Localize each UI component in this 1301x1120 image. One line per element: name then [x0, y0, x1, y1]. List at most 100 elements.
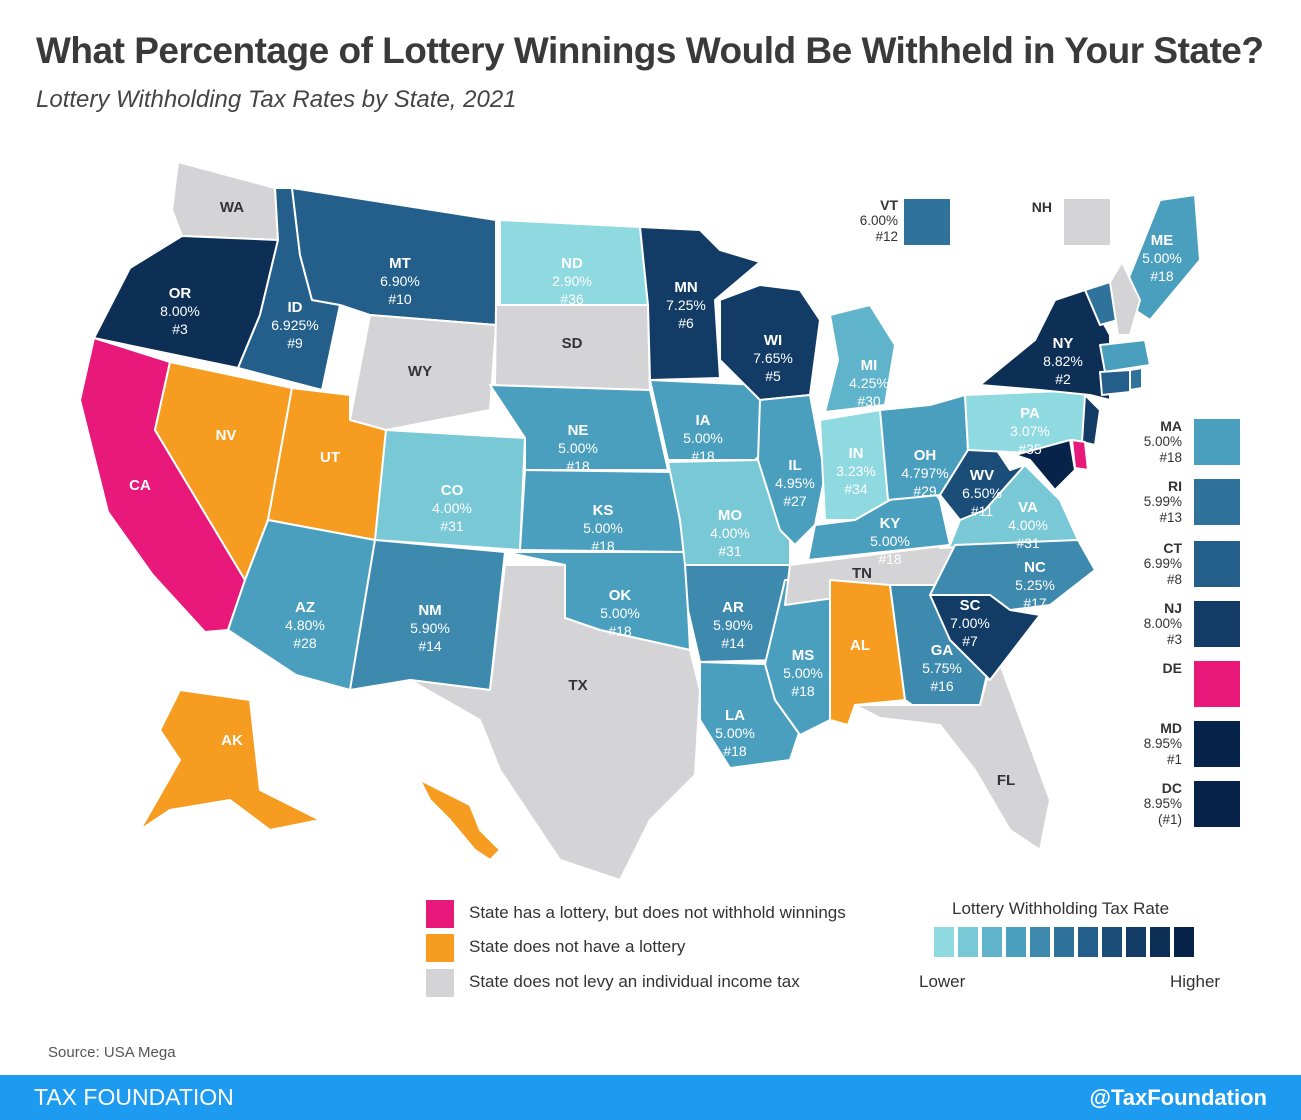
sidebar-line: 6.99% — [1143, 556, 1182, 571]
sidebar-swatch — [1194, 601, 1240, 647]
state-label-mo: MO 4.00% #31 — [710, 507, 750, 559]
sidebar-line: #8 — [1166, 572, 1182, 587]
scale-swatch — [1126, 927, 1146, 957]
state-label-sc: SC 7.00% #7 — [950, 597, 990, 649]
state-label-al: AL — [850, 637, 870, 654]
state-fl — [854, 649, 1051, 851]
scale-swatch — [958, 927, 978, 957]
state-label-oh: OH 4.797% #29 — [901, 447, 948, 499]
scale-title: Lottery Withholding Tax Rate — [952, 899, 1170, 918]
sidebar-text: NJ 8.00% #3 — [1144, 600, 1182, 648]
sidebar-swatch — [1194, 419, 1240, 465]
scale-swatch — [1150, 927, 1170, 957]
state-mn — [639, 226, 761, 381]
legend-no-withhold-label: State has a lottery, but does not withho… — [469, 903, 846, 922]
scale-swatch — [1030, 927, 1050, 957]
sidebar-swatch — [1194, 781, 1240, 827]
sidebar-line: DE — [1162, 660, 1182, 676]
sidebar-line: (#1) — [1157, 812, 1182, 827]
vt-inset: VT 6.00% #12 — [830, 197, 950, 247]
sidebar-state-ma: MA 5.00% #18 — [1130, 418, 1240, 466]
sidebar-line: MA — [1160, 418, 1182, 434]
state-label-mt: MT 6.90% #10 — [380, 255, 420, 307]
scale-swatch — [1054, 927, 1074, 957]
sidebar-state-md: MD 8.95% #1 — [1130, 720, 1240, 768]
sidebar-line: 8.95% — [1143, 796, 1182, 811]
sidebar-line: 5.99% — [1143, 494, 1182, 509]
scale-higher-label: Higher — [1170, 972, 1221, 991]
state-label-la: LA 5.00% #18 — [715, 707, 755, 759]
state-label-mn: MN 7.25% #6 — [666, 279, 706, 331]
scale-swatch — [982, 927, 1002, 957]
state-label-nc: NC 5.25% #17 — [1015, 559, 1055, 611]
md-shape — [1014, 439, 1076, 491]
sidebar-line: 8.00% — [1143, 616, 1182, 631]
sidebar-text: MD 8.95% #1 — [1144, 720, 1182, 768]
sidebar-line: MD — [1160, 720, 1182, 736]
state-label-nd: ND 2.90% #36 — [552, 255, 592, 307]
state-mi — [824, 304, 896, 413]
state-label-ia: IA 5.00% #18 — [683, 412, 723, 464]
sidebar-state-ri: RI 5.99% #13 — [1130, 478, 1240, 526]
sidebar-line: #18 — [1159, 450, 1182, 465]
sidebar-line: CT — [1163, 540, 1182, 556]
state-label-ok: OK 5.00% #18 — [600, 587, 640, 639]
legend-orange-swatch — [426, 934, 454, 962]
vt-rank: #12 — [875, 229, 898, 244]
sidebar-swatch — [1194, 661, 1240, 707]
scale-swatch — [1102, 927, 1122, 957]
state-label-az: AZ 4.80% #28 — [285, 599, 325, 651]
legend-no-lottery-label: State does not have a lottery — [469, 937, 686, 956]
state-label-tn: TN — [852, 565, 872, 582]
state-label-in: IN 3.23% #34 — [836, 445, 876, 497]
sidebar-state-dc: DC 8.95% (#1) — [1130, 780, 1240, 828]
vt-abbr: VT — [880, 197, 898, 213]
sidebar-line: NJ — [1164, 600, 1182, 616]
sidebar-line: #1 — [1166, 752, 1182, 767]
sidebar-state-nj: NJ 8.00% #3 — [1130, 600, 1240, 648]
state-label-ut: UT — [320, 449, 340, 466]
page-title: What Percentage of Lottery Winnings Woul… — [36, 30, 1264, 71]
ri-shape — [1129, 367, 1143, 391]
sidebar-state-de: DE — [1130, 660, 1240, 708]
sidebar-text: RI 5.99% #13 — [1144, 478, 1182, 526]
state-label-wv: WV 6.50% #11 — [962, 467, 1002, 519]
legend-pink-swatch — [426, 900, 454, 928]
state-label-or: OR 8.00% #3 — [160, 285, 200, 337]
state-label-sd: SD — [562, 335, 583, 352]
source-note: Source: USA Mega — [48, 1044, 176, 1061]
state-label-ak: AK — [221, 732, 243, 749]
sidebar-swatch — [1194, 541, 1240, 587]
nh-inset: NH — [1010, 199, 1110, 249]
sidebar-text: DE — [1163, 660, 1182, 676]
sidebar-line: DC — [1161, 780, 1182, 796]
footer-brand: TAX FOUNDATION — [34, 1084, 234, 1110]
state-ak — [139, 689, 321, 831]
footer-handle: @TaxFoundation — [1089, 1085, 1267, 1110]
vt-rate: 6.00% — [859, 213, 898, 228]
nh-abbr: NH — [1031, 199, 1052, 215]
state-label-ne: NE 5.00% #18 — [558, 422, 598, 474]
sidebar-line: #3 — [1166, 632, 1182, 647]
page-subtitle: Lottery Withholding Tax Rates by State, … — [36, 86, 517, 113]
sidebar-text: CT 6.99% #8 — [1144, 540, 1182, 588]
nj-shape — [1081, 394, 1101, 446]
state-ky — [807, 479, 951, 561]
state-hi — [419, 779, 501, 861]
state-label-mi: MI 4.25% #30 — [849, 357, 889, 409]
sidebar-swatch — [1194, 721, 1240, 767]
state-label-ks: KS 5.00% #18 — [583, 502, 623, 554]
legend-no-income-tax-label: State does not levy an individual income… — [469, 972, 800, 991]
legend-gray-swatch — [426, 969, 454, 997]
sidebar-text: MA 5.00% #18 — [1144, 418, 1182, 466]
vt-swatch — [904, 199, 950, 245]
sidebar-swatch — [1194, 479, 1240, 525]
state-label-co: CO 4.00% #31 — [432, 482, 472, 534]
sidebar-line: #13 — [1159, 510, 1182, 525]
state-label-ga: GA 5.75% #16 — [922, 642, 962, 694]
state-il — [757, 394, 826, 546]
scale-lower-label: Lower — [919, 972, 966, 991]
state-label-wy: WY — [408, 363, 432, 380]
state-sc — [929, 594, 1041, 681]
state-wi — [719, 284, 821, 401]
